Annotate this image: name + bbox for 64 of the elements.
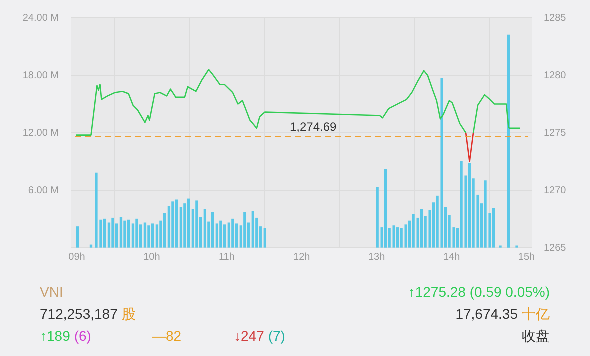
bar (136, 218, 138, 248)
text: (7) (268, 328, 286, 344)
bar (264, 228, 266, 248)
y2-tick-label: 1285 (544, 12, 567, 24)
bar (112, 218, 114, 248)
text: 712,253,187 (40, 306, 118, 324)
bar (196, 200, 198, 248)
y2-tick-label: 1270 (544, 185, 567, 196)
bar (420, 209, 424, 248)
bar (244, 212, 246, 248)
y2-tick-label: 1275 (544, 128, 567, 139)
x-tick-label: 10h (144, 252, 160, 263)
bar (76, 226, 80, 248)
text: ↑1275.28 (0.59 0.05%) (408, 284, 550, 300)
bar (204, 209, 207, 248)
bar (180, 207, 183, 248)
bar (396, 228, 400, 248)
x-tick-label: 13h (368, 252, 386, 263)
bar (144, 222, 147, 248)
bar (163, 213, 166, 248)
text: (6) (74, 328, 92, 344)
ref-line-label: 1,274.69 (290, 120, 338, 134)
bar (384, 169, 388, 248)
bar (507, 34, 510, 248)
bar (220, 220, 222, 248)
text: —82 (152, 328, 182, 344)
text: 十亿 (522, 306, 550, 324)
bar (127, 220, 130, 248)
bar (175, 200, 178, 248)
bar (376, 187, 379, 248)
text: 17,674.35 (456, 306, 518, 324)
bar (156, 224, 159, 248)
text: 股 (122, 306, 136, 324)
bar (252, 211, 254, 248)
y-tick-label: 6.00 M (28, 185, 59, 196)
bar (232, 218, 234, 248)
bar (216, 224, 218, 248)
bar (211, 212, 214, 248)
bar (103, 218, 106, 248)
bar (468, 163, 472, 248)
text: 收盘 (522, 328, 550, 346)
bar (187, 198, 190, 248)
x-tick-label: 14h (443, 252, 460, 263)
text: ↑189 (40, 328, 70, 344)
bar (124, 220, 126, 248)
bar (228, 222, 230, 248)
bar (120, 217, 123, 248)
y-tick-label: 18.00 M (22, 70, 59, 82)
x-tick-label: 11h (218, 252, 235, 263)
bar (172, 202, 174, 248)
y-tick-label: 12.00 M (22, 128, 59, 139)
text: ↓247 (234, 328, 264, 344)
y2-tick-label: 1265 (544, 242, 567, 254)
bar (492, 208, 496, 248)
x-tick-label: 09h (68, 252, 86, 263)
text: VNI (40, 284, 64, 300)
bar (90, 244, 93, 248)
x-tick-label: 15h (518, 252, 536, 263)
bar (148, 226, 150, 248)
y2-tick-label: 1280 (544, 70, 567, 82)
x-tick-label: 12h (294, 252, 310, 263)
bar (223, 224, 226, 248)
bar (151, 224, 154, 248)
y-tick-label: 24.00 M (22, 12, 59, 24)
